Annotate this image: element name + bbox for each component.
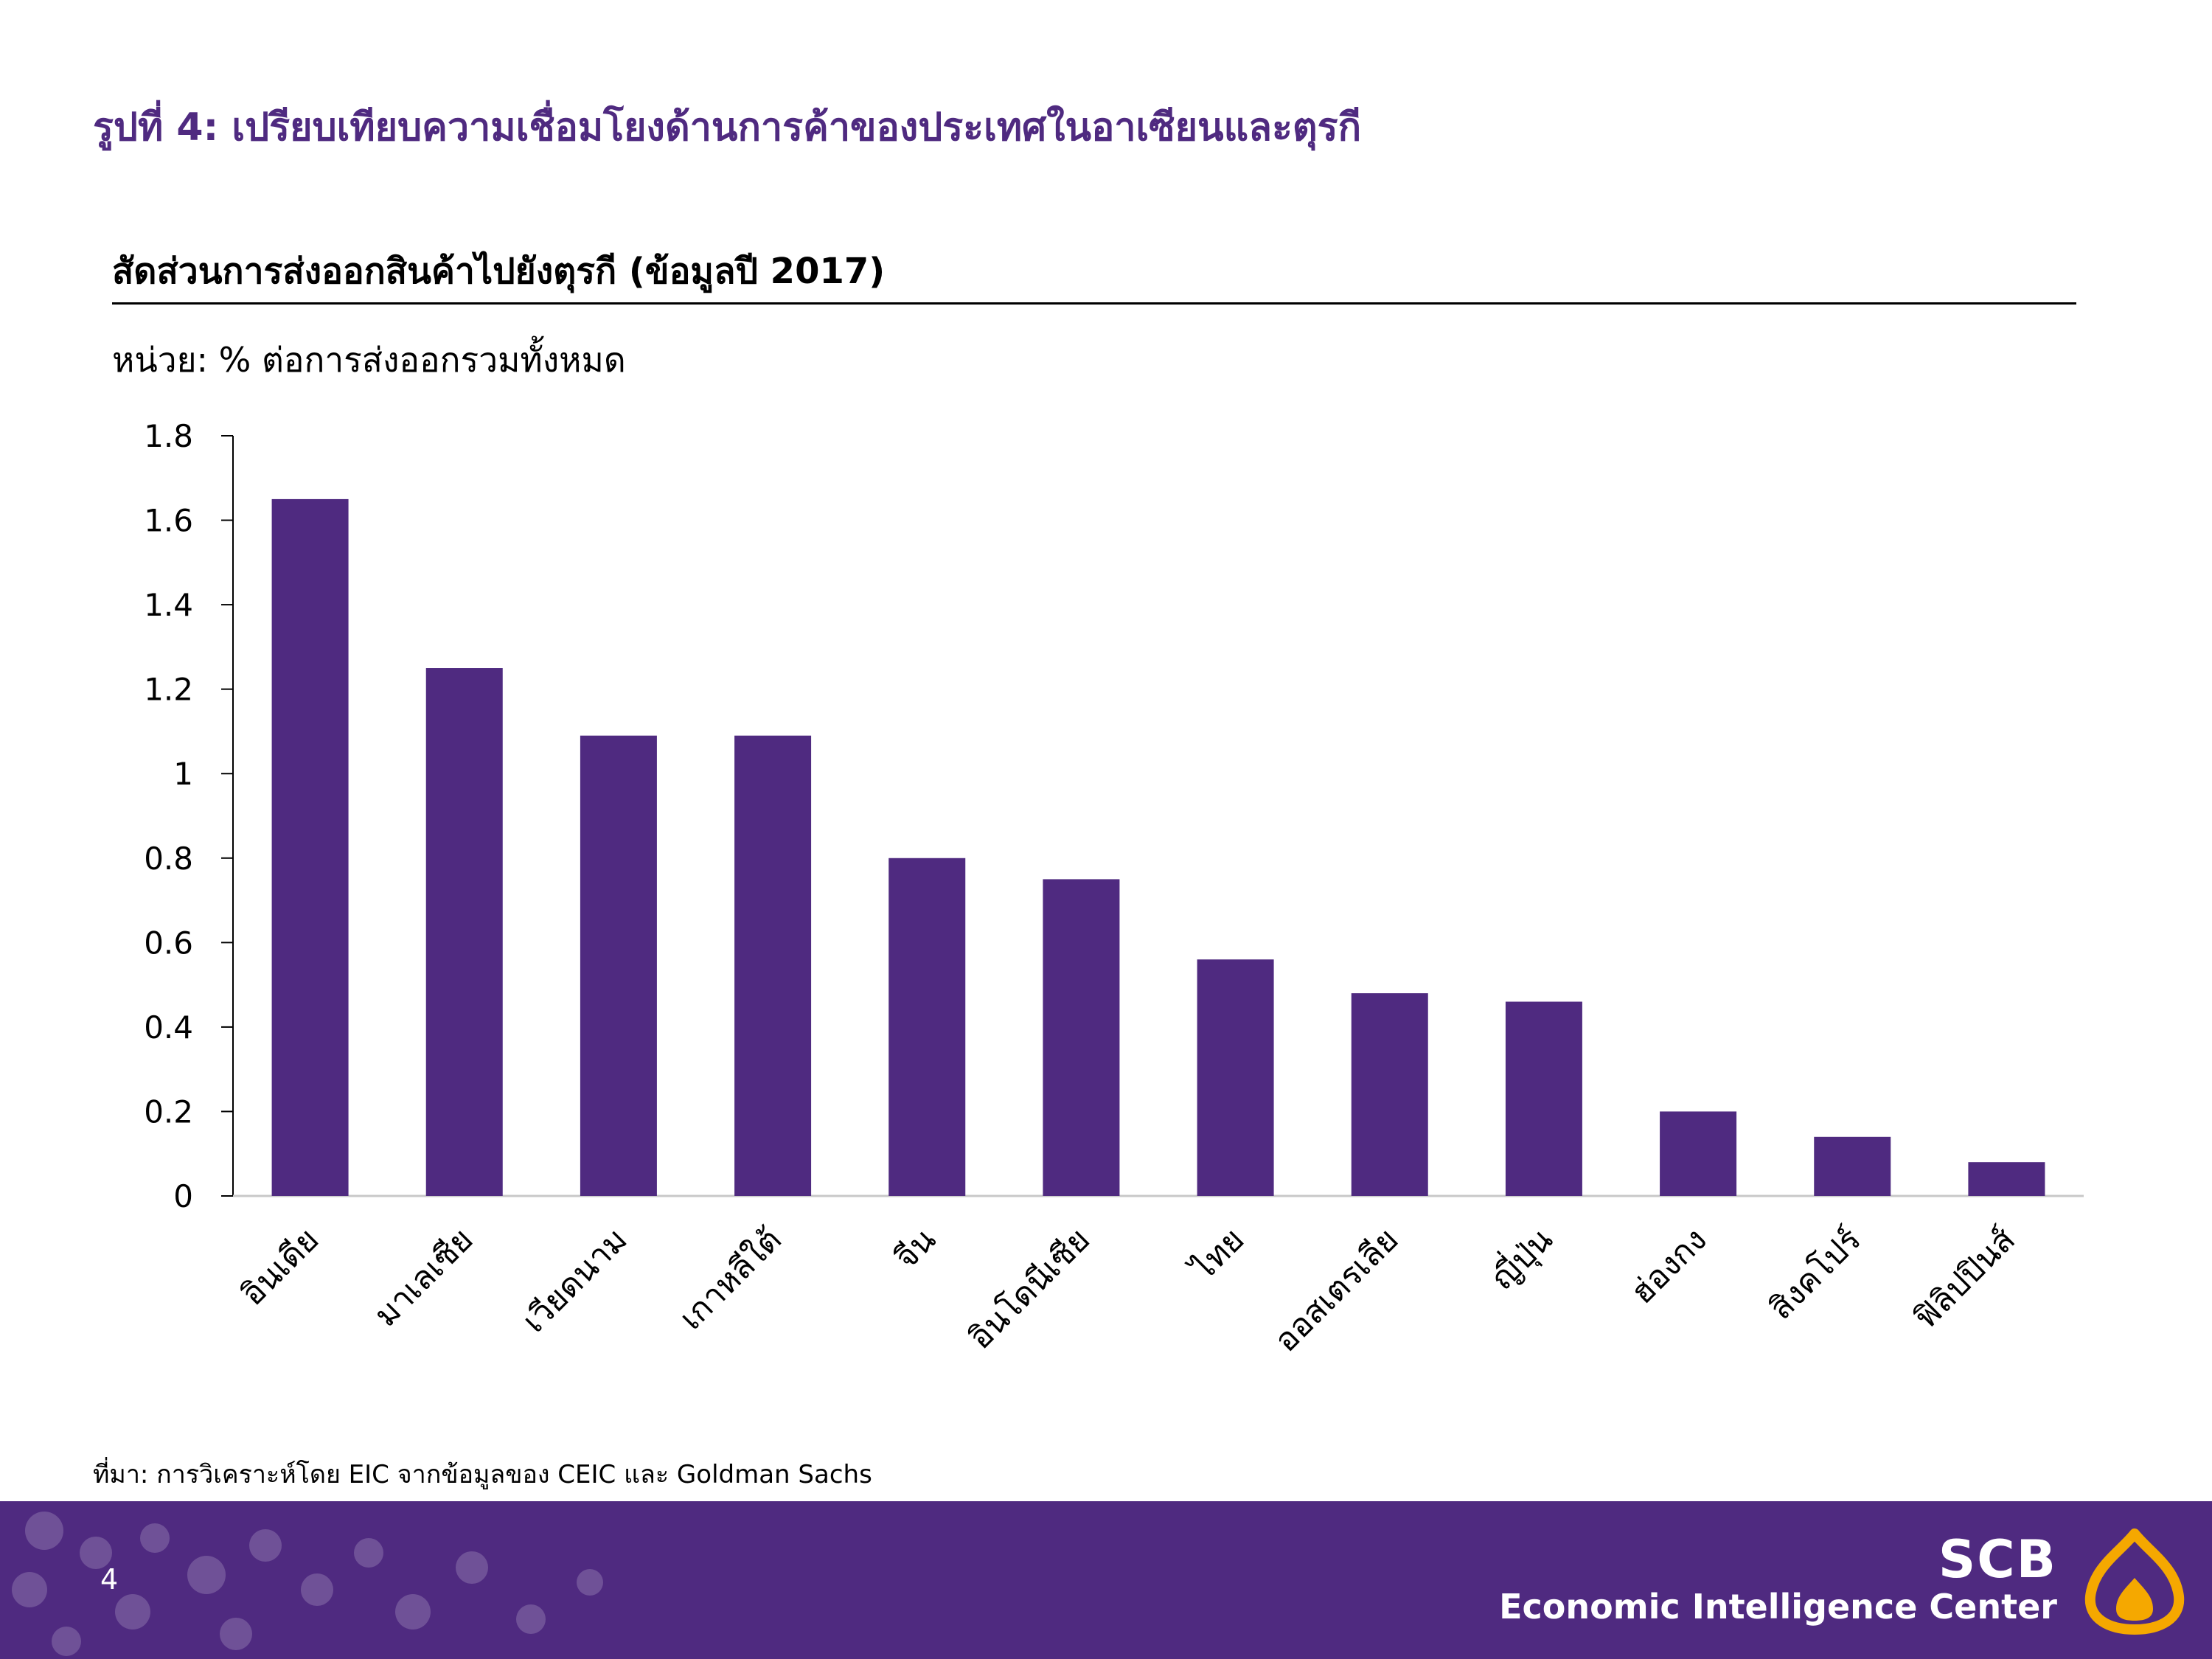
y-tick-label: 0.4 [144, 1009, 193, 1046]
bar [888, 858, 966, 1196]
bar [1814, 1136, 1891, 1196]
x-tick-label: ออสเตรเลีย [1267, 1221, 1406, 1360]
y-tick-label: 1.8 [144, 418, 193, 454]
bar [1351, 993, 1428, 1196]
bar [425, 668, 503, 1196]
y-tick-label: 0 [173, 1178, 193, 1214]
x-tick-label: อินเดีย [234, 1221, 326, 1313]
bar-chart: 0 0.2 0.4 0.6 0.8 1 1.2 1.4 1.6 1.8 อินเดีย มาเลเซี… [144, 418, 2084, 1360]
y-tick-label: 0.2 [144, 1093, 193, 1130]
x-tick-label: เกาหลีใต้ [672, 1221, 789, 1338]
chart-title: สัดส่วนการส่งออกสินค้าไปยังตุรกี (ข้อมูล… [112, 251, 886, 292]
x-tick-label: ฟิลิปปินส์ [1907, 1221, 2023, 1337]
title-divider [112, 302, 2076, 305]
x-tick-label: ฮ่องกง [1624, 1221, 1714, 1312]
y-tick-label: 0.6 [144, 925, 193, 961]
y-tick-label: 1.6 [144, 503, 193, 539]
x-tick-label: อินโดนีเซีย [961, 1221, 1097, 1357]
figure-title: รูปที่ 4: เปรียบเทียบความเชื่อมโยงด้านกา… [93, 105, 1362, 150]
x-tick-label: มาเลเซีย [367, 1221, 481, 1335]
footer-pattern [12, 1512, 603, 1656]
y-tick-label: 1.4 [144, 587, 193, 623]
y-tick-label: 1.2 [144, 672, 193, 708]
bar [1968, 1162, 2045, 1196]
scb-logo-icon [2084, 1528, 2185, 1635]
bar [1197, 959, 1274, 1196]
bar [1505, 1001, 1582, 1196]
footer-band [0, 1501, 2212, 1659]
bar [580, 735, 657, 1196]
brand-name: SCB [1938, 1529, 2057, 1590]
x-tick-label: สิงคโปร์ [1762, 1221, 1868, 1327]
brand-subtitle: Economic Intelligence Center [1499, 1587, 2057, 1627]
source-note: ที่มา: การวิเคราะห์โดย EIC จากข้อมูลของ … [93, 1460, 872, 1489]
x-tick-label: จีน [887, 1221, 943, 1277]
bar [1660, 1111, 1737, 1196]
y-tick-label: 1 [173, 756, 193, 792]
x-tick-label: ญี่ปุ่น [1481, 1217, 1561, 1298]
bar [271, 498, 349, 1196]
y-tick-label: 0.8 [144, 841, 193, 877]
unit-label: หน่วย: % ต่อการส่งออกรวมทั้งหมด [112, 340, 626, 380]
page-number: 4 [100, 1563, 119, 1596]
bar [734, 735, 812, 1196]
x-tick-label: เวียดนาม [515, 1221, 635, 1340]
bar [1043, 879, 1120, 1196]
x-tick-label: ไทย [1183, 1221, 1252, 1290]
